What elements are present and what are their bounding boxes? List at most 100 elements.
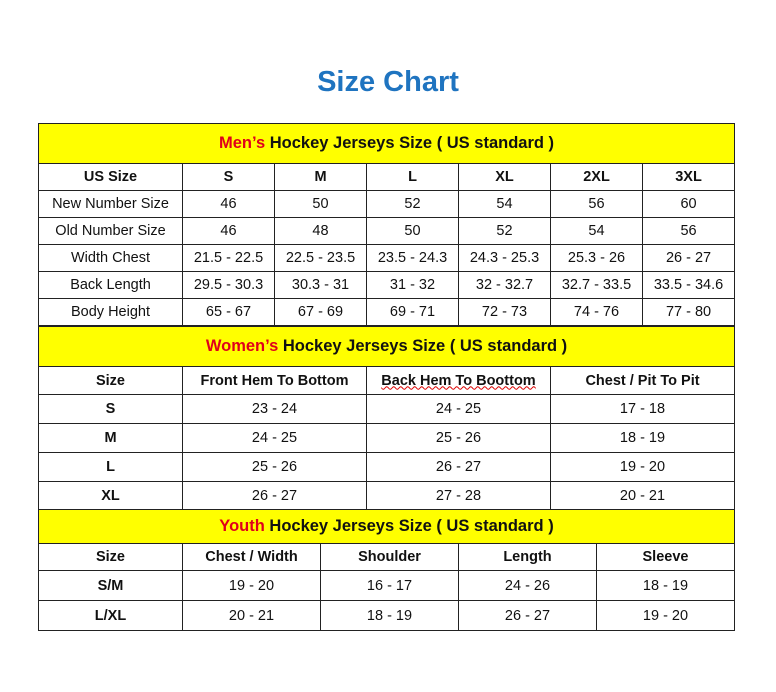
table-cell: 46	[182, 190, 275, 218]
table-row: Back Length 29.5 - 30.3 30.3 - 31 31 - 32 32…	[38, 271, 736, 299]
table-cell: 46	[182, 217, 275, 245]
table-cell: 25 - 26	[182, 452, 367, 482]
row-label: S	[38, 394, 183, 424]
column-header: Size	[38, 543, 183, 571]
table-cell: 20 - 21	[549, 481, 736, 511]
section-heading: Hockey Jerseys Size ( US standard )	[278, 337, 568, 355]
column-header: XL	[458, 163, 551, 191]
table-cell: 24 - 26	[458, 570, 597, 601]
column-header: S	[182, 163, 275, 191]
table-cell: 52	[458, 217, 551, 245]
column-header: Chest / Pit To Pit	[549, 366, 736, 395]
table-cell: 33.5 - 34.6	[641, 271, 736, 299]
row-label: XL	[38, 481, 183, 511]
row-label: Width Chest	[38, 244, 183, 272]
column-header-row: Size Chest / Width Shoulder Length Sleeve	[38, 543, 736, 571]
table-row: L 25 - 26 26 - 27 19 - 20	[38, 452, 736, 482]
column-header: Length	[458, 543, 597, 571]
column-header: L	[366, 163, 459, 191]
table-cell: 19 - 20	[595, 600, 736, 631]
table-cell: 67 - 69	[274, 298, 367, 326]
table-cell: 50	[274, 190, 367, 218]
table-cell: 26 - 27	[182, 481, 367, 511]
page-title: Size Chart	[317, 66, 459, 98]
table-cell: 26 - 27	[641, 244, 736, 272]
table-cell: 74 - 76	[550, 298, 643, 326]
table-cell: 32 - 32.7	[458, 271, 551, 299]
youth-section-header: Youth Hockey Jerseys Size ( US standard …	[37, 509, 736, 544]
table-cell: 27 - 28	[366, 481, 551, 511]
column-header: Front Hem To Bottom	[182, 366, 367, 395]
section-heading: Hockey Jerseys Size ( US standard )	[265, 134, 555, 152]
table-cell: 17 - 18	[549, 394, 736, 424]
table-cell: 24.3 - 25.3	[458, 244, 551, 272]
table-cell: 77 - 80	[641, 298, 736, 326]
column-header: 3XL	[641, 163, 736, 191]
table-cell: 23 - 24	[182, 394, 367, 424]
table-row: Body Height 65 - 67 67 - 69 69 - 71 72 - 73 7…	[38, 298, 736, 326]
table-row: Width Chest 21.5 - 22.5 22.5 - 23.5 23.5 - …	[38, 244, 736, 272]
table-cell: 32.7 - 33.5	[550, 271, 643, 299]
table-cell: 65 - 67	[182, 298, 275, 326]
table-cell: 22.5 - 23.5	[274, 244, 367, 272]
table-cell: 69 - 71	[366, 298, 459, 326]
table-cell: 54	[458, 190, 551, 218]
table-cell: 16 - 17	[320, 570, 459, 601]
womens-size-table: Women’s Hockey Jerseys Size ( US standar…	[37, 326, 736, 511]
table-row: Old Number Size 46 48 50 52 54 56	[38, 217, 736, 245]
section-highlight: Women’s	[205, 337, 279, 355]
column-header-text: Back Hem To Boottom	[381, 372, 536, 389]
table-cell: 48	[274, 217, 367, 245]
table-row: S/M 19 - 20 16 - 17 24 - 26 18 - 19	[38, 570, 736, 601]
table-cell: 24 - 25	[366, 394, 551, 424]
table-cell: 25 - 26	[366, 423, 551, 453]
table-cell: 56	[550, 190, 643, 218]
table-cell: 26 - 27	[458, 600, 597, 631]
table-cell: 19 - 20	[549, 452, 736, 482]
table-cell: 60	[641, 190, 736, 218]
men-section-header: Men’s Hockey Jerseys Size ( US standard …	[37, 123, 736, 164]
row-label: S/M	[38, 570, 183, 601]
table-cell: 23.5 - 24.3	[366, 244, 459, 272]
table-cell: 56	[641, 217, 736, 245]
table-cell: 54	[550, 217, 643, 245]
table-cell: 24 - 25	[182, 423, 367, 453]
column-header-row: Size Front Hem To Bottom Back Hem To Boott…	[38, 366, 736, 395]
column-header: US Size	[38, 163, 183, 191]
row-label: New Number Size	[38, 190, 183, 218]
table-cell: 18 - 19	[595, 570, 736, 601]
section-highlight: Youth	[219, 517, 265, 535]
column-header: Shoulder	[320, 543, 459, 571]
table-cell: 52	[366, 190, 459, 218]
section-heading: Hockey Jerseys Size ( US standard )	[264, 517, 554, 535]
row-label: M	[38, 423, 183, 453]
table-cell: 18 - 19	[549, 423, 736, 453]
table-cell: 21.5 - 22.5	[182, 244, 275, 272]
column-header: Size	[38, 366, 183, 395]
table-row: M 24 - 25 25 - 26 18 - 19	[38, 423, 736, 453]
row-label: Old Number Size	[38, 217, 183, 245]
women-section-header: Women’s Hockey Jerseys Size ( US standar…	[37, 326, 736, 367]
column-header: M	[274, 163, 367, 191]
column-header: Sleeve	[595, 543, 736, 571]
table-cell: 72 - 73	[458, 298, 551, 326]
row-label: L	[38, 452, 183, 482]
row-label: Body Height	[38, 298, 183, 326]
youth-size-table: Youth Hockey Jerseys Size ( US standard …	[37, 509, 736, 631]
table-cell: 18 - 19	[320, 600, 459, 631]
row-label: L/XL	[38, 600, 183, 631]
table-row: L/XL 20 - 21 18 - 19 26 - 27 19 - 20	[38, 600, 736, 631]
table-row: New Number Size 46 50 52 54 56 60	[38, 190, 736, 218]
table-cell: 30.3 - 31	[274, 271, 367, 299]
table-cell: 29.5 - 30.3	[182, 271, 275, 299]
table-cell: 50	[366, 217, 459, 245]
table-cell: 25.3 - 26	[550, 244, 643, 272]
table-row: S 23 - 24 24 - 25 17 - 18	[38, 394, 736, 424]
table-cell: 31 - 32	[366, 271, 459, 299]
table-cell: 19 - 20	[182, 570, 321, 601]
column-header: Chest / Width	[182, 543, 321, 571]
row-label: Back Length	[38, 271, 183, 299]
table-row: XL 26 - 27 27 - 28 20 - 21	[38, 481, 736, 511]
table-cell: 26 - 27	[366, 452, 551, 482]
column-header: 2XL	[550, 163, 643, 191]
